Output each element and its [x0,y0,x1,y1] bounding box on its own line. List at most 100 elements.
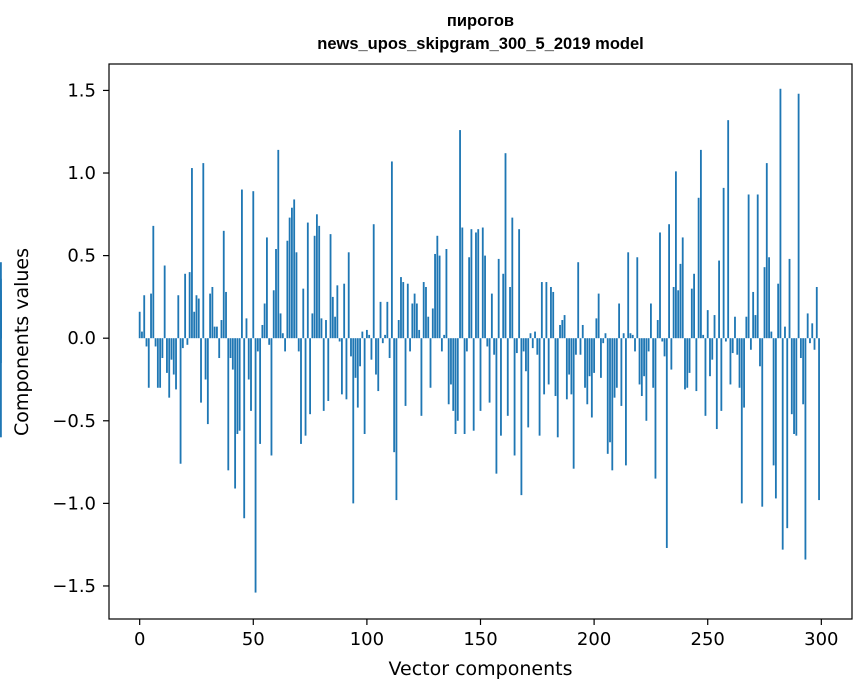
bar [763,267,766,339]
bar [604,333,607,339]
bars-group [0,88,820,593]
y-tick-label: −0.5 [52,411,96,432]
bar [325,320,327,339]
bar [747,194,750,339]
bar [531,338,534,349]
bar [752,291,755,339]
bar [777,283,780,339]
bar [450,338,452,385]
bar [513,338,516,456]
bar [565,338,568,400]
bar [293,199,296,339]
y-axis-label: Components values [11,247,33,437]
y-tick-label: 0.0 [67,328,96,349]
bar [438,255,441,339]
bar [272,290,275,339]
bar [261,324,264,339]
bar [365,329,368,339]
y-tick-label: 0.5 [67,246,96,267]
bar [150,293,152,339]
bar [181,338,184,349]
x-tick-label: 150 [463,629,497,650]
bar [402,282,405,339]
bar [225,291,227,339]
bar [256,338,259,352]
bar [511,217,514,339]
bar [606,338,609,454]
bar [409,338,411,352]
bar [650,303,652,339]
bar [456,338,459,421]
bar [170,338,173,360]
bar [584,338,586,388]
y-tick-label: 1.0 [67,163,96,184]
bar [356,338,359,408]
bar [431,308,434,339]
bar [572,338,575,469]
bar [643,338,646,377]
bar [749,338,752,350]
bar [204,338,207,380]
bar [706,310,709,339]
bar [470,229,473,339]
bar [734,316,736,339]
bar [724,338,727,342]
bar [809,338,811,344]
bar [447,338,450,405]
bar [413,293,416,339]
bar [556,338,559,438]
bar [218,338,221,359]
bar [443,334,446,339]
bar [156,338,159,388]
bar [302,288,305,339]
bar [702,334,705,339]
bar [263,303,266,339]
bar [815,286,818,339]
bar [481,227,484,339]
bar [193,311,196,339]
bar [786,338,789,529]
bar [468,257,471,339]
bar [543,338,546,395]
bar [154,338,157,347]
bar [477,229,480,339]
bar [411,303,414,339]
bar [379,301,382,339]
bar [168,338,171,398]
bar [534,331,536,339]
bar [188,272,191,339]
bar [697,197,700,339]
bar [661,338,664,342]
bar [395,338,398,501]
bar [563,315,566,339]
bar [579,338,582,355]
bar [143,295,146,339]
bar [795,338,798,436]
bar [779,88,782,339]
bar [427,316,430,339]
bar [793,338,795,434]
bar [686,338,689,388]
bar [484,255,486,339]
bar [506,338,509,416]
bar [465,338,468,352]
bar [797,93,800,339]
bar [213,326,216,339]
bar [195,295,198,339]
bar [609,338,611,443]
bar [500,338,502,436]
bar [559,324,561,339]
bar [313,235,316,339]
x-tick-label: 250 [691,629,725,650]
bar [286,240,289,339]
bar [175,338,177,390]
bar [304,338,307,436]
bar [352,338,355,504]
bar [575,338,577,355]
bar [670,338,673,370]
bar [440,338,443,352]
axes-frame [108,63,853,620]
bar [445,249,448,339]
bar [631,334,634,339]
bar [338,338,341,342]
